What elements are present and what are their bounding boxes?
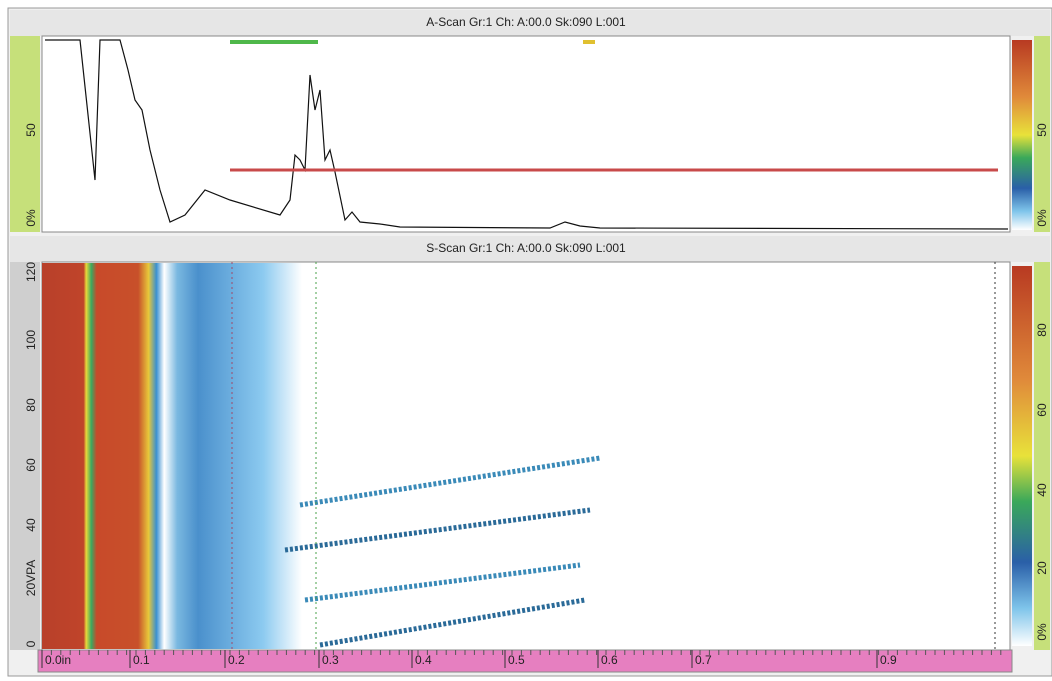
- axis-label: 20: [1035, 561, 1049, 575]
- gate: [583, 40, 595, 44]
- axis-label: 50: [1035, 123, 1049, 137]
- ruler-label: 0.4: [415, 653, 432, 667]
- scan-window: A-Scan Gr:1 Ch: A:00.0 Sk:090 L:001 S-Sc…: [0, 0, 1052, 681]
- axis-label: 0: [24, 640, 38, 647]
- right-axis: [1034, 262, 1050, 650]
- ruler-label: 0.2: [228, 653, 245, 667]
- axis-label: 60: [24, 458, 38, 472]
- axis-label: 20VPA: [24, 560, 38, 596]
- ruler-label: 0.0in: [45, 653, 71, 667]
- ruler-label: 0.9: [880, 653, 897, 667]
- s-scan-image: [42, 263, 302, 649]
- a-scan-title: A-Scan Gr:1 Ch: A:00.0 Sk:090 L:001: [426, 15, 626, 29]
- ruler: [38, 650, 1012, 672]
- axis-label: 40: [24, 518, 38, 532]
- axis-label: 0%: [24, 209, 38, 227]
- axis-label: 60: [1035, 403, 1049, 417]
- s-scan-title: S-Scan Gr:1 Ch: A:00.0 Sk:090 L:001: [426, 241, 626, 255]
- ruler-label: 0.6: [601, 653, 618, 667]
- axis-label: 50: [24, 123, 38, 137]
- axis-label: 80: [24, 398, 38, 412]
- axis-label: 100: [24, 330, 38, 350]
- color-bar: [1012, 266, 1032, 646]
- axis-label: 0%: [1035, 623, 1049, 641]
- ruler-label: 0.7: [695, 653, 712, 667]
- ruler-label: 0.5: [508, 653, 525, 667]
- a-scan-plot: [42, 36, 1010, 232]
- axis-label: 40: [1035, 483, 1049, 497]
- color-bar: [1012, 40, 1032, 230]
- axis-label: 120: [24, 262, 38, 282]
- gate: [230, 40, 318, 44]
- axis-label: 80: [1035, 323, 1049, 337]
- ruler-label: 0.1: [133, 653, 150, 667]
- ruler-label: 0.3: [322, 653, 339, 667]
- axis-label: 0%: [1035, 209, 1049, 227]
